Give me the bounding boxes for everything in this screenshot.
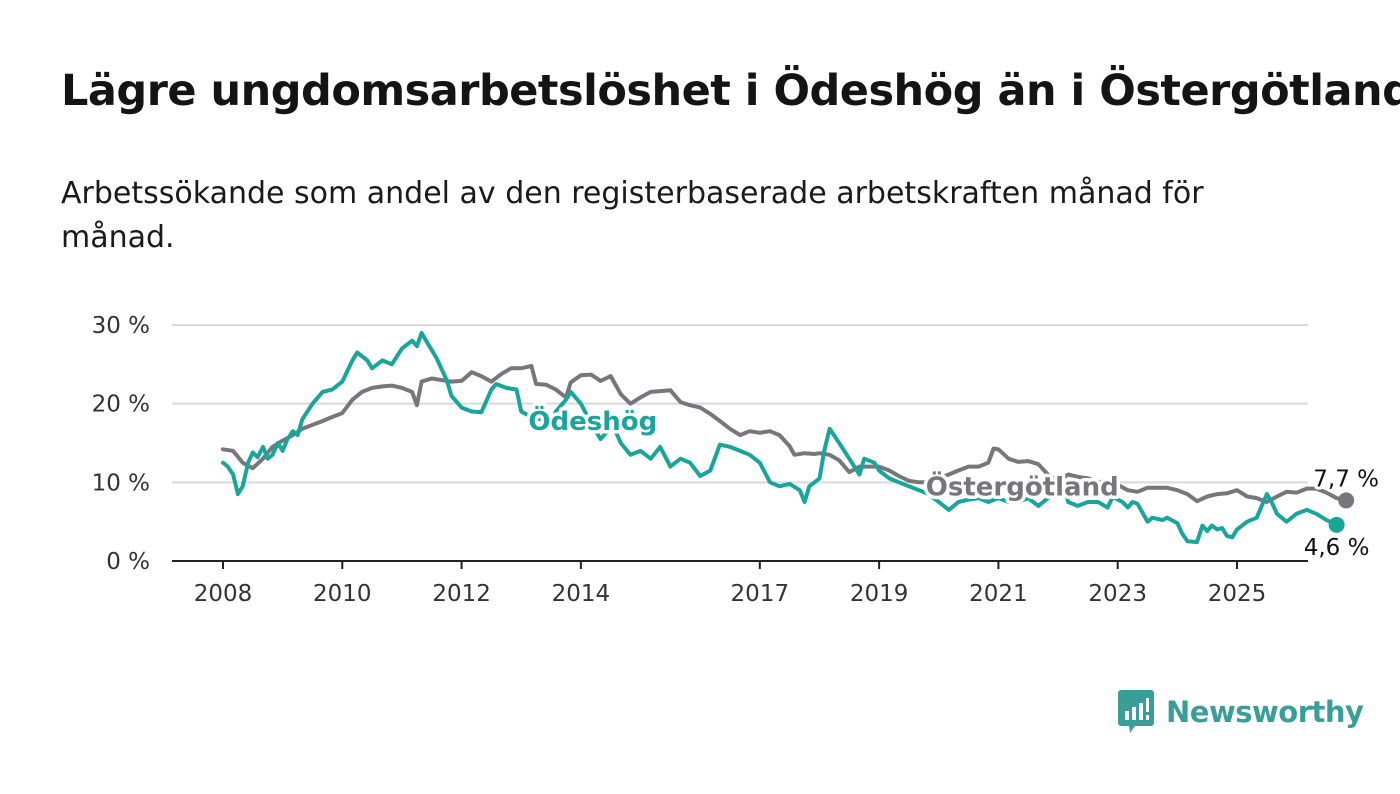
series-end-value-label: 7,7 %: [1313, 466, 1379, 492]
x-tick-label: 2023: [1088, 581, 1147, 607]
x-tick-label: 2008: [194, 581, 253, 607]
chart-title: Lägre ungdomsarbetslöshet i Ödeshög än i…: [61, 66, 1400, 116]
series-line-ödeshög: [221, 330, 1339, 545]
chart-subtitle: Arbetssökande som andel av den registerb…: [61, 176, 1204, 255]
y-tick-label: 10 %: [92, 470, 150, 496]
x-tick-label: 2017: [731, 581, 790, 607]
x-tick-label: 2012: [432, 581, 491, 607]
series-end-point: [1328, 516, 1345, 533]
series-name-label: Ödeshög: [528, 404, 657, 437]
series-lines: [221, 330, 1355, 545]
brand-name: Newsworthy: [1166, 695, 1364, 729]
x-tick-label: 2010: [313, 581, 372, 607]
y-axis-ticks: 0 % 10 % 20 % 30 %: [92, 313, 150, 575]
series-line-östergötland: [221, 363, 1349, 504]
series-end-point: [1338, 492, 1355, 509]
x-tick-label: 2014: [552, 581, 611, 607]
series-name-label: Östergötland: [926, 469, 1119, 502]
newsworthy-logo: Newsworthy: [1118, 690, 1364, 734]
y-tick-label: 0 %: [106, 549, 150, 575]
series-end-value-label: 4,6 %: [1304, 535, 1370, 561]
x-tick-label: 2021: [969, 581, 1028, 607]
bar-chart-speech-bubble-icon: [1118, 690, 1154, 733]
y-tick-label: 30 %: [92, 313, 150, 339]
series-labels: Ödeshög Östergötland 7,7 % 4,6 %: [525, 400, 1382, 563]
y-tick-label: 20 %: [92, 392, 150, 418]
x-tick-label: 2019: [850, 581, 909, 607]
x-tick-label: 2025: [1208, 581, 1267, 607]
grid-lines: [172, 324, 1308, 484]
x-axis: 2008 2010 2012 2014 2017 2019 2021 2023 2025: [172, 560, 1308, 607]
